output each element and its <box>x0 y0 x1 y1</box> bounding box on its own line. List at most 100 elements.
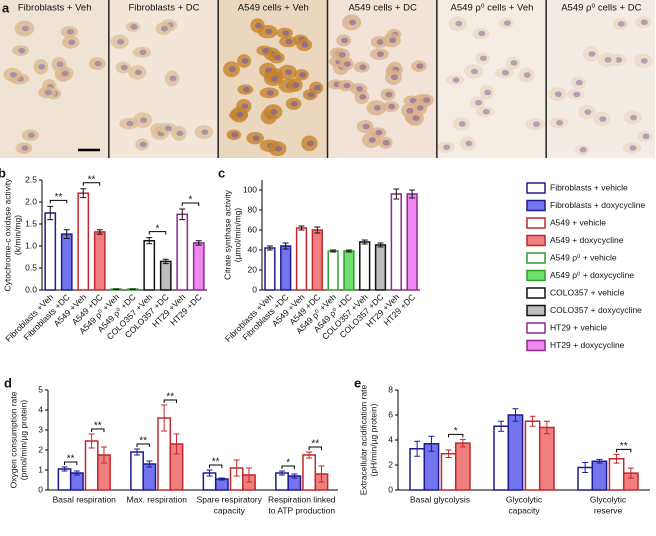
bar <box>93 231 106 291</box>
nucleus <box>640 19 648 26</box>
error-bar <box>162 258 169 265</box>
legend-swatch <box>526 182 546 194</box>
legend-swatch <box>526 304 546 317</box>
nucleus <box>242 86 250 93</box>
image-label: Fibroblasts + Veh <box>18 3 92 14</box>
error-bar <box>233 459 240 477</box>
error-bar <box>361 239 368 245</box>
nucleus <box>271 76 279 82</box>
y-axis-label: Extracellular acidification rate <box>358 384 368 495</box>
y-axis-label: (k/min/mg) <box>12 215 22 255</box>
error-bar <box>61 466 68 472</box>
bar <box>454 442 471 491</box>
legend-swatch <box>526 252 546 264</box>
y-axis-label: Cytochrome-c oxidase activity <box>2 178 12 292</box>
legend-swatch <box>526 199 546 212</box>
bar <box>192 242 205 291</box>
nucleus <box>412 115 420 121</box>
nucleus <box>201 129 209 135</box>
panel-letter: d <box>4 375 12 390</box>
error-bar <box>146 460 153 468</box>
nucleus <box>274 54 282 61</box>
error-bar <box>195 240 202 246</box>
bar <box>275 472 289 491</box>
nucleus <box>231 131 239 138</box>
error-bar <box>414 440 421 457</box>
nucleus <box>373 105 381 111</box>
x-tick-label: Spare respiratory <box>197 494 263 504</box>
y-tick-label: 80 <box>248 204 258 214</box>
y-tick-label: 60 <box>248 224 258 234</box>
nucleus <box>406 107 414 114</box>
nucleus <box>21 25 29 32</box>
nucleus <box>475 99 483 106</box>
x-tick-label: Basal glycolysis <box>410 494 470 504</box>
x-tick-label: reserve <box>594 505 623 515</box>
y-tick-label: 6 <box>388 409 393 419</box>
error-bar <box>627 467 634 479</box>
error-bar <box>47 205 54 221</box>
nucleus <box>359 64 367 70</box>
y-tick-label: 1.5 <box>25 218 37 228</box>
panel-letter: a <box>2 0 10 15</box>
y-tick-label: 0.5 <box>25 262 37 272</box>
nucleus <box>532 121 540 128</box>
error-bar <box>393 188 400 200</box>
significance-bracket <box>136 443 150 447</box>
y-axis-label: (pH/min/µg protein) <box>368 403 378 476</box>
error-bar <box>582 462 589 473</box>
x-tick-label: Basal respiration <box>53 494 117 504</box>
y-tick-label: 2 <box>38 444 43 454</box>
error-bar <box>314 226 321 234</box>
error-bar <box>179 208 186 221</box>
error-bar <box>96 229 103 235</box>
nucleus <box>61 70 69 77</box>
legend-label: HT29 + doxycycline <box>550 340 625 350</box>
nucleus <box>301 42 309 48</box>
y-axis-label: Citrate synthase activity <box>222 189 232 280</box>
bar <box>264 247 276 291</box>
nucleus <box>375 129 383 136</box>
nucleus <box>356 86 364 92</box>
nucleus <box>478 30 486 37</box>
nucleus <box>38 64 46 70</box>
nucleus <box>66 29 74 35</box>
error-bar <box>282 242 289 250</box>
nucleus <box>579 147 587 153</box>
significance-bracket <box>64 461 78 465</box>
nucleus <box>130 23 138 30</box>
nucleus <box>588 51 596 57</box>
legend-swatch <box>526 234 546 247</box>
nucleus <box>629 145 637 151</box>
nucleus <box>385 91 393 98</box>
significance-bracket <box>163 399 177 403</box>
nucleus <box>291 101 299 107</box>
nucleus <box>139 141 147 148</box>
y-tick-label: 1.0 <box>25 240 37 250</box>
nucleus <box>630 114 638 121</box>
significance-label: ** <box>67 454 75 465</box>
bar <box>130 451 144 491</box>
bar <box>214 478 229 491</box>
error-bar <box>306 451 313 459</box>
nucleus <box>423 97 431 103</box>
image-label: Fibroblasts + DC <box>128 3 199 14</box>
nucleus <box>362 123 370 130</box>
bar <box>57 468 72 491</box>
x-tick-label: capacity <box>508 505 540 515</box>
nucleus <box>282 30 290 36</box>
nucleus <box>465 140 473 147</box>
nucleus <box>368 137 376 143</box>
bar <box>280 245 292 291</box>
nucleus <box>94 60 102 67</box>
y-tick-label: 2.5 <box>25 174 37 184</box>
legend-label: HT29 + vehicle <box>550 322 607 332</box>
nucleus <box>56 61 64 68</box>
x-tick-label: to ATP production <box>268 505 335 515</box>
error-bar <box>173 433 180 455</box>
error-bar <box>134 448 141 456</box>
nucleus <box>117 38 125 45</box>
error-bar <box>63 229 70 240</box>
x-tick-label: Glycolytic <box>506 494 543 504</box>
significance-bracket <box>448 433 464 438</box>
